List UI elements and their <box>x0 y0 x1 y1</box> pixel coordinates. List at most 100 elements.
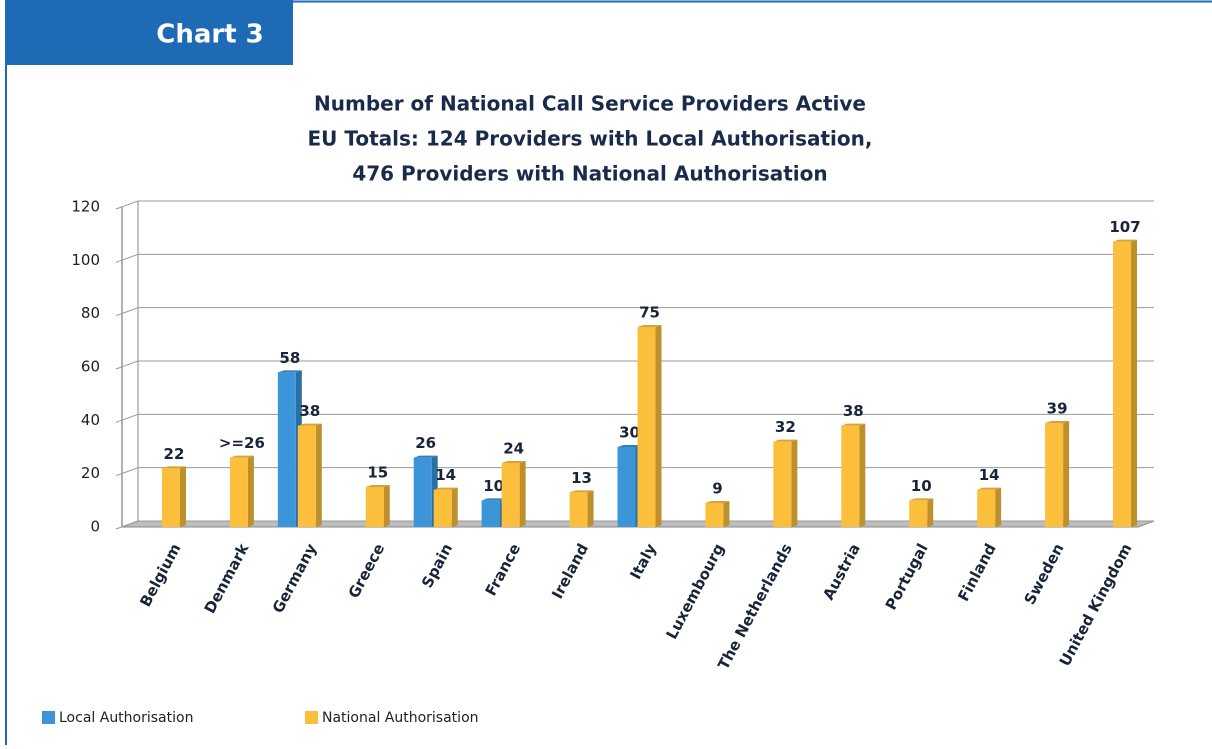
bar <box>1113 241 1132 527</box>
y-tick-label: 80 <box>81 304 100 322</box>
data-label: 15 <box>367 464 388 482</box>
bar-top <box>909 498 934 501</box>
bar <box>297 425 316 527</box>
legend-swatch <box>42 711 55 724</box>
data-label: 9 <box>712 480 722 498</box>
bar <box>617 447 636 527</box>
x-tick-label: Italy <box>626 540 660 582</box>
x-tick-label: Greece <box>345 541 389 602</box>
y-tick-label: 20 <box>81 464 100 482</box>
data-label: 22 <box>164 445 185 463</box>
bar <box>977 489 996 527</box>
data-label: 14 <box>979 466 1000 484</box>
x-tick-label: Spain <box>418 541 456 591</box>
y-tick-label: 0 <box>90 518 100 536</box>
data-label: 38 <box>843 402 864 420</box>
bar-top <box>501 461 526 463</box>
x-tick-label: Sweden <box>1021 541 1068 608</box>
bar-top <box>841 423 866 426</box>
bar-side <box>791 439 798 527</box>
bar-side <box>383 485 390 527</box>
x-tick-label: The Netherlands <box>714 540 796 672</box>
x-tick-label: Luxembourg <box>662 541 727 643</box>
x-tick-label: Denmark <box>201 540 253 617</box>
data-label: 30 <box>619 424 640 442</box>
header-tab <box>5 0 293 65</box>
bar <box>773 441 792 527</box>
bar <box>841 425 860 527</box>
bar <box>501 463 520 527</box>
bar-side <box>519 461 526 527</box>
bar-top <box>297 423 322 426</box>
data-label: 39 <box>1047 400 1068 418</box>
bar <box>161 468 180 527</box>
bar-side <box>723 501 730 527</box>
x-tick-label: Finland <box>954 541 999 605</box>
bar-side <box>1131 239 1138 527</box>
grid-line-side <box>115 253 139 263</box>
data-label: 58 <box>279 349 300 367</box>
bar <box>413 457 432 527</box>
data-label: 24 <box>503 440 524 458</box>
bar <box>365 487 384 527</box>
bar-top <box>481 498 506 501</box>
y-tick-label: 60 <box>81 358 100 376</box>
bar-side <box>451 487 458 527</box>
chart-title: Number of National Call Service Provider… <box>314 92 866 116</box>
bar-top <box>1113 239 1138 242</box>
bar-side <box>927 498 934 527</box>
chart-title: 476 Providers with National Authorisatio… <box>352 162 827 186</box>
bar-top <box>1045 421 1070 423</box>
bar-top <box>433 487 458 490</box>
bar-side <box>587 490 594 527</box>
bar-top <box>161 466 186 469</box>
bar-top <box>365 485 390 487</box>
bar <box>433 489 452 527</box>
bar-top <box>773 439 798 442</box>
x-tick-label: Austria <box>819 541 864 603</box>
bar <box>705 503 724 527</box>
grid-line-side <box>115 520 139 530</box>
data-label: >=26 <box>219 434 265 452</box>
bar <box>1045 423 1064 527</box>
grid-line-side <box>115 200 139 210</box>
data-label: 14 <box>435 466 456 484</box>
bar <box>637 327 656 527</box>
data-label: 107 <box>1109 218 1140 236</box>
bar-top <box>569 490 594 493</box>
bar-top <box>637 325 662 327</box>
bar-side <box>655 325 662 527</box>
header-title: Chart 3 <box>156 20 264 50</box>
bar <box>481 500 500 527</box>
bar-side <box>315 423 322 527</box>
bar-top <box>413 455 438 458</box>
bar-top <box>277 370 302 373</box>
bar <box>569 492 588 527</box>
legend-swatch <box>305 711 318 724</box>
x-tick-label: United Kingdom <box>1056 541 1136 670</box>
legend-label: Local Authorisation <box>59 710 193 726</box>
data-label: 13 <box>571 469 592 487</box>
bar-side <box>247 455 254 527</box>
data-label: 26 <box>415 434 436 452</box>
bar <box>277 372 296 527</box>
x-tick-label: France <box>482 541 524 599</box>
grid-line-side <box>115 467 139 477</box>
data-label: 75 <box>639 304 660 322</box>
grid-line-side <box>115 360 139 370</box>
y-tick-label: 120 <box>71 198 100 216</box>
data-label: 38 <box>299 402 320 420</box>
bar-side <box>995 487 1002 527</box>
bar-side <box>1063 421 1070 527</box>
bar <box>229 457 248 527</box>
bar-top <box>617 445 642 447</box>
bar-side <box>179 466 186 527</box>
y-tick-label: 40 <box>81 411 100 429</box>
x-tick-label: Belgium <box>136 541 184 610</box>
y-tick-label: 100 <box>71 251 100 269</box>
x-tick-label: Portugal <box>882 541 932 614</box>
data-label: 10 <box>483 477 504 495</box>
legend-label: National Authorisation <box>322 710 479 726</box>
grid-line-side <box>115 413 139 423</box>
